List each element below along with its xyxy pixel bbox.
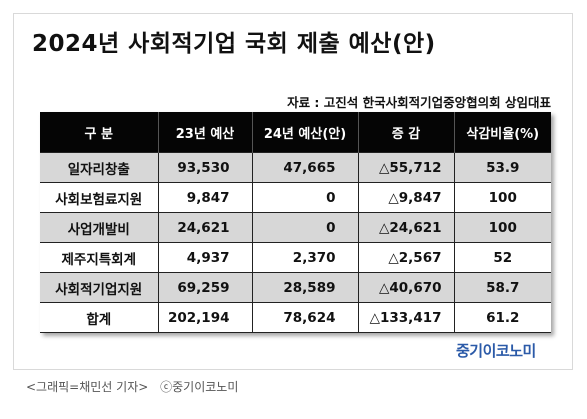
row-2023-budget-cell: 93,530 — [158, 152, 253, 183]
row-category-cell: 사업개발비 — [40, 212, 159, 243]
row-change-cell: △2,567 — [358, 242, 455, 273]
row-2024-budget-cell: 0 — [252, 212, 359, 243]
source-note: 자료 : 고진석 한국사회적기업중앙협의회 상임대표 — [287, 95, 551, 110]
row-change-cell: △40,670 — [358, 272, 455, 303]
row-2023-budget-cell: 9,847 — [158, 182, 253, 213]
publisher-watermark: 중기이코노미 — [456, 342, 536, 360]
row-cut-rate-cell: 100 — [454, 212, 551, 243]
header-category: 구 분 — [40, 112, 159, 153]
copyright-notice: ⓒ중기이코노미 — [160, 380, 239, 394]
row-cut-rate-cell: 53.9 — [454, 152, 551, 183]
graphic-credit: <그래픽=채민선 기자> — [26, 380, 149, 394]
row-2023-budget-cell: 69,259 — [158, 272, 253, 303]
header-2023-budget: 23년 예산 — [158, 112, 253, 153]
header-cut-rate: 삭감비율(%) — [454, 112, 551, 153]
table-row: 합계 202,194 78,624 △133,417 61.2 — [40, 302, 551, 333]
row-category-cell: 제주지특회계 — [40, 242, 159, 273]
image-caption: <그래픽=채민선 기자> ⓒ중기이코노미 — [26, 378, 246, 395]
header-change: 증 감 — [358, 112, 455, 153]
row-cut-rate-cell: 100 — [454, 182, 551, 213]
table-row: 사회보험료지원 9,847 0 △9,847 100 — [40, 182, 551, 213]
row-change-cell: △55,712 — [358, 152, 455, 183]
row-2024-budget-cell: 0 — [252, 182, 359, 213]
table-row: 사업개발비 24,621 0 △24,621 100 — [40, 212, 551, 243]
row-2024-budget-cell: 47,665 — [252, 152, 359, 183]
table-header-row: 구 분 23년 예산 24년 예산(안) 증 감 삭감비율(%) — [40, 112, 551, 153]
row-2024-budget-cell: 78,624 — [252, 302, 359, 333]
row-change-cell: △9,847 — [358, 182, 455, 213]
row-2023-budget-cell: 4,937 — [158, 242, 253, 273]
row-2023-budget-cell: 202,194 — [158, 302, 253, 333]
row-change-cell: △133,417 — [358, 302, 455, 333]
row-category-cell: 사회보험료지원 — [40, 182, 159, 213]
row-2023-budget-cell: 24,621 — [158, 212, 253, 243]
table-row: 일자리창출 93,530 47,665 △55,712 53.9 — [40, 152, 551, 183]
row-category-cell: 사회적기업지원 — [40, 272, 159, 303]
row-change-cell: △24,621 — [358, 212, 455, 243]
row-cut-rate-cell: 58.7 — [454, 272, 551, 303]
row-2024-budget-cell: 28,589 — [252, 272, 359, 303]
row-category-cell: 일자리창출 — [40, 152, 159, 183]
budget-table: 구 분 23년 예산 24년 예산(안) 증 감 삭감비율(%) 일자리창출 93… — [40, 112, 551, 333]
table-row: 제주지특회계 4,937 2,370 △2,567 52 — [40, 242, 551, 273]
table-row: 사회적기업지원 69,259 28,589 △40,670 58.7 — [40, 272, 551, 303]
row-cut-rate-cell: 52 — [454, 242, 551, 273]
header-2024-budget: 24년 예산(안) — [252, 112, 359, 153]
row-category-cell: 합계 — [40, 302, 159, 333]
page-title: 2024년 사회적기업 국회 제출 예산(안) — [32, 31, 436, 57]
row-2024-budget-cell: 2,370 — [252, 242, 359, 273]
row-cut-rate-cell: 61.2 — [454, 302, 551, 333]
